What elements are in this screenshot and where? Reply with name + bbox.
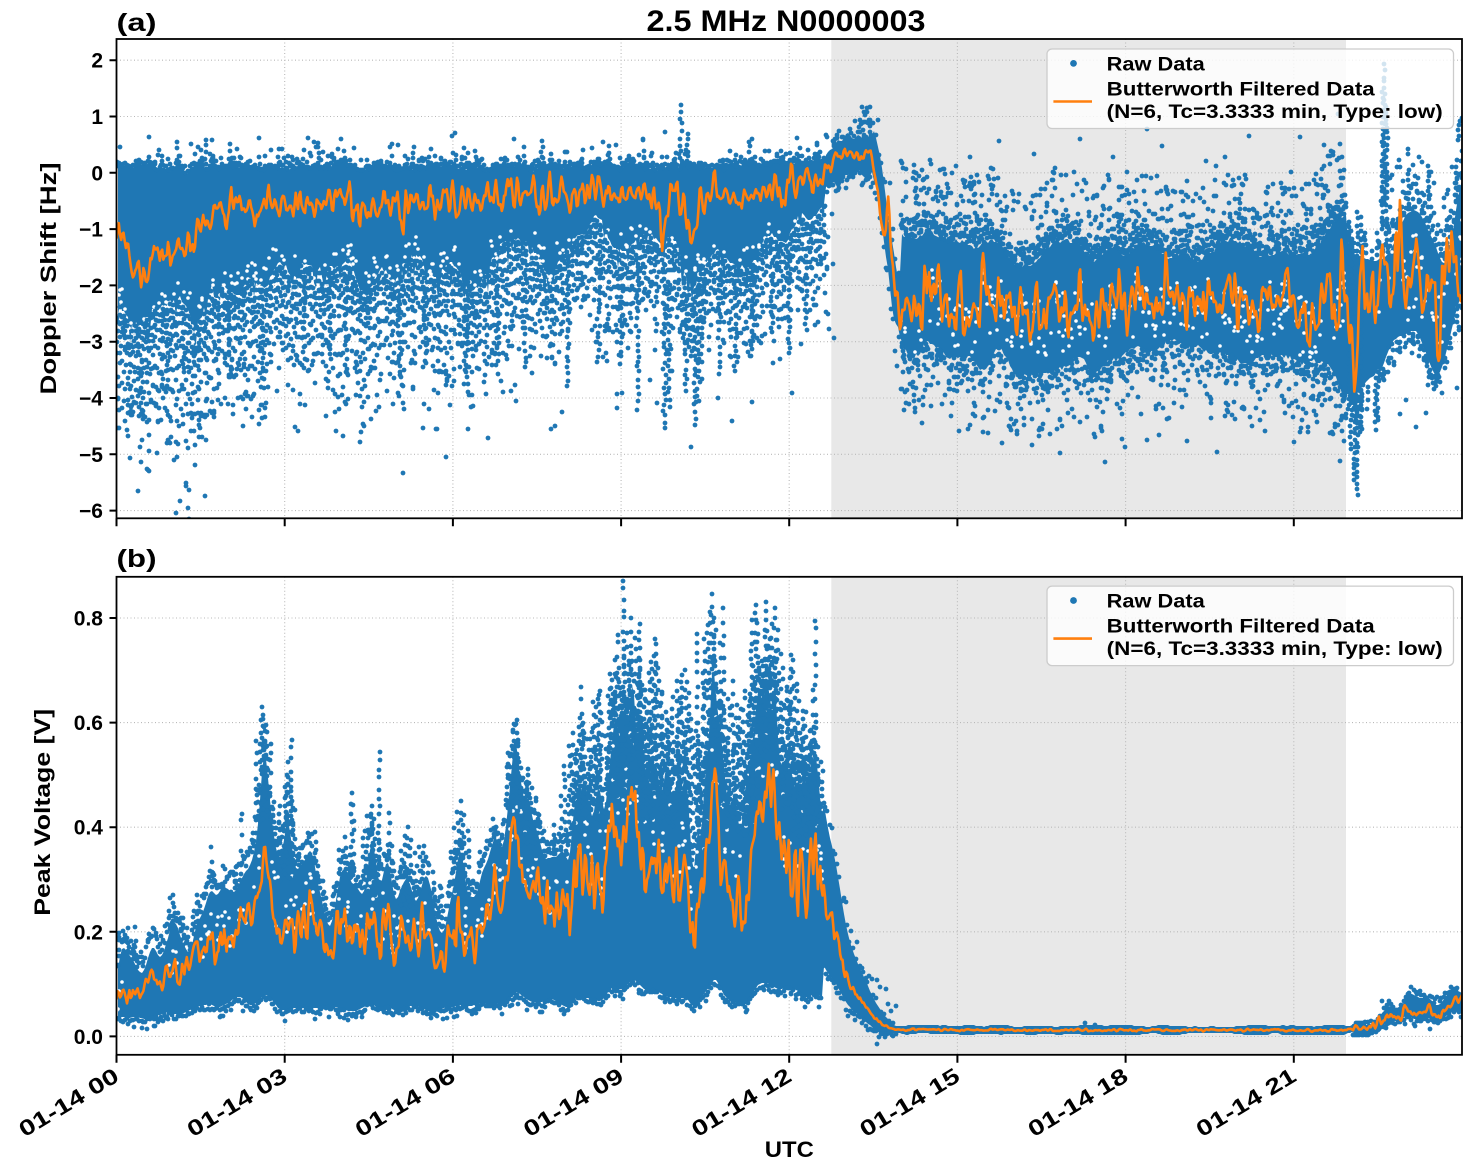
svg-text:0: 0 (91, 162, 103, 185)
svg-text:(a): (a) (117, 9, 157, 37)
svg-text:0.4: 0.4 (74, 817, 104, 840)
svg-text:0.2: 0.2 (74, 921, 103, 944)
svg-text:0.8: 0.8 (74, 608, 104, 631)
svg-text:UTC: UTC (765, 1137, 814, 1162)
svg-text:−6: −6 (79, 500, 103, 523)
svg-text:−3: −3 (79, 331, 103, 354)
svg-text:(N=6, Tc=3.3333 min, Type: low: (N=6, Tc=3.3333 min, Type: low) (1107, 639, 1443, 660)
svg-text:−5: −5 (79, 444, 103, 467)
svg-text:0.6: 0.6 (74, 712, 103, 735)
svg-text:Raw Data: Raw Data (1107, 592, 1205, 613)
svg-text:0.0: 0.0 (74, 1026, 103, 1049)
svg-text:2.5 MHz N0000003: 2.5 MHz N0000003 (647, 5, 926, 38)
svg-text:−1: −1 (79, 219, 103, 242)
svg-text:Butterworth Filtered Data: Butterworth Filtered Data (1107, 80, 1375, 101)
svg-text:(N=6, Tc=3.3333 min, Type: low: (N=6, Tc=3.3333 min, Type: low) (1107, 102, 1443, 123)
svg-text:(b): (b) (117, 545, 157, 573)
svg-text:Peak Voltage [V]: Peak Voltage [V] (30, 709, 55, 916)
svg-text:Butterworth Filtered Data: Butterworth Filtered Data (1107, 617, 1375, 638)
svg-text:−4: −4 (79, 388, 103, 411)
svg-text:Doppler Shift [Hz]: Doppler Shift [Hz] (36, 163, 61, 395)
svg-text:Raw Data: Raw Data (1107, 54, 1205, 75)
svg-text:1: 1 (91, 106, 103, 129)
svg-text:2: 2 (91, 50, 103, 73)
svg-text:−2: −2 (79, 275, 103, 298)
